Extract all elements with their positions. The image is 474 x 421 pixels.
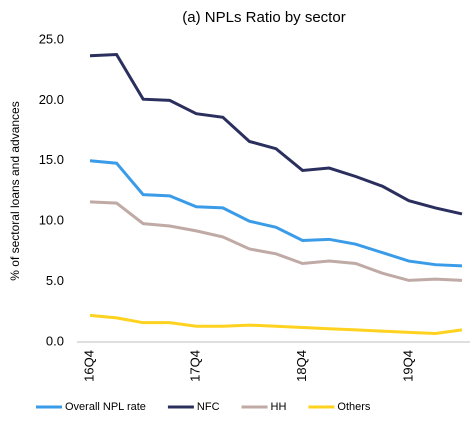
y-tick-label: 15.0 [39, 152, 64, 167]
series-line [89, 313, 463, 336]
y-tick-label: 10.0 [39, 213, 64, 228]
series-line [89, 52, 463, 216]
y-axis-label: % of sectoral loans and advances [8, 101, 22, 280]
chart-title: (a) NPLs Ratio by sector [182, 9, 345, 26]
legend-label: NFC [197, 401, 220, 413]
series-line [89, 200, 463, 282]
y-tick-label: 25.0 [39, 31, 64, 46]
legend-label: Others [337, 401, 371, 413]
x-tick-label: 16Q4 [81, 350, 96, 382]
x-tick-label: 18Q4 [294, 350, 309, 382]
x-tick-label: 19Q4 [400, 350, 415, 382]
x-tick-label: 17Q4 [188, 350, 203, 382]
legend-label: Overall NPL rate [65, 401, 146, 413]
y-tick-label: 5.0 [46, 273, 64, 288]
series-line [89, 159, 463, 268]
y-tick-label: 20.0 [39, 92, 64, 107]
legend-label: HH [271, 401, 287, 413]
y-tick-label: 0.0 [46, 333, 64, 348]
